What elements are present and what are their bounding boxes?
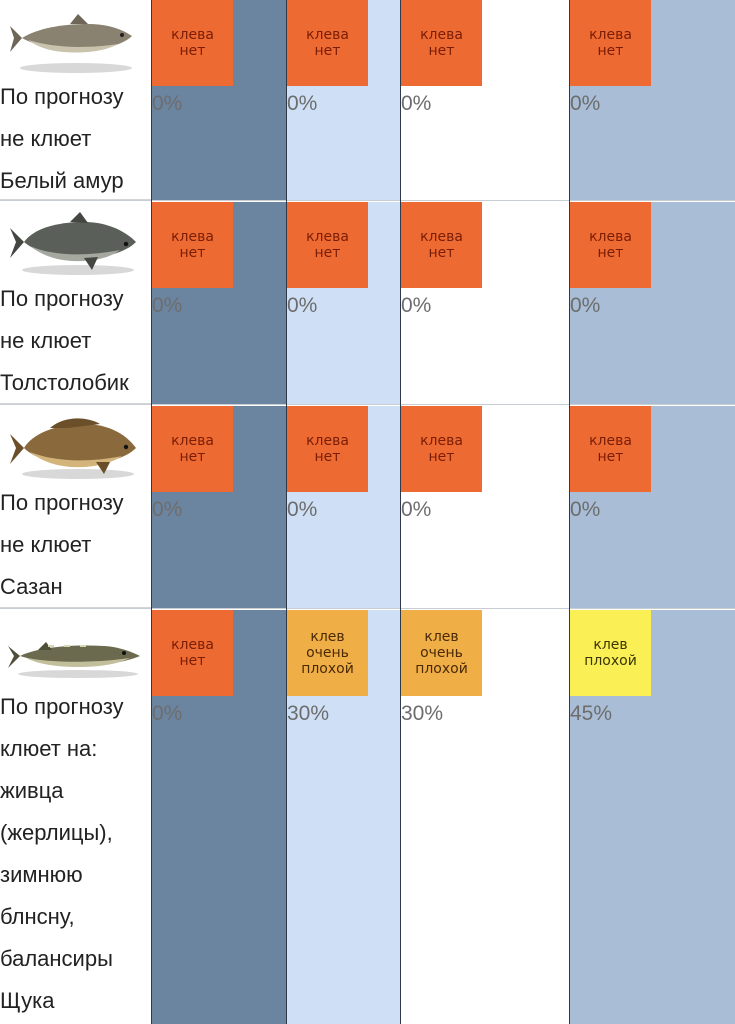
bite-badge: клева нет xyxy=(401,202,482,288)
bite-percent: 30% xyxy=(401,702,444,725)
bite-badge: клев очень плохой xyxy=(401,610,482,696)
bite-percent: 0% xyxy=(287,498,318,521)
bite-badge: клева нет xyxy=(152,406,233,492)
carp-fish-icon xyxy=(10,418,136,479)
forecast-cell: клева нет 0% xyxy=(152,406,286,608)
forecast-cell: клева нет 0% xyxy=(570,202,735,404)
forecast-text: По прогнозу не клюет Сазан xyxy=(0,482,152,608)
column-divider xyxy=(286,0,287,1024)
bite-badge: клева нет xyxy=(152,0,233,86)
forecast-cell: клева нет 0% xyxy=(152,0,286,200)
column-divider xyxy=(151,0,152,1024)
bite-percent: 0% xyxy=(401,92,432,115)
bite-percent: 0% xyxy=(152,92,183,115)
forecast-text: По прогнозу не клюет Толстолобик xyxy=(0,278,152,404)
bite-percent: 0% xyxy=(152,294,183,317)
forecast-cell: клева нет 0% xyxy=(287,202,400,404)
bite-badge: клева нет xyxy=(570,406,651,492)
bite-percent: 0% xyxy=(401,294,432,317)
forecast-cell: клева нет 0% xyxy=(570,0,735,200)
bite-badge: клев плохой xyxy=(570,610,651,696)
white-amur-fish-icon xyxy=(10,14,132,73)
forecast-text: По прогнозу не клюет Белый амур xyxy=(0,76,152,200)
bite-badge: клева нет xyxy=(570,0,651,86)
bite-badge: клева нет xyxy=(152,202,233,288)
forecast-row: По прогнозу не клюет Белый амур клева нет… xyxy=(0,0,735,200)
bite-badge: клева нет xyxy=(287,0,368,86)
bite-percent: 0% xyxy=(287,294,318,317)
forecast-row: По прогнозу не клюет Сазан клева нет 0% к… xyxy=(0,406,735,608)
forecast-cell: клева нет 0% xyxy=(287,406,400,608)
row-divider xyxy=(0,608,735,609)
forecast-cell: клев очень плохой 30% xyxy=(401,610,569,1024)
fish-name: Толстолобик xyxy=(0,370,129,395)
bite-badge: клева нет xyxy=(401,406,482,492)
bite-percent: 0% xyxy=(570,498,601,521)
fish-cell: По прогнозу клюет на: живца (жерлицы), з… xyxy=(0,610,152,1024)
bite-percent: 0% xyxy=(401,498,432,521)
forecast-cell: клева нет 0% xyxy=(401,202,569,404)
column-divider xyxy=(400,0,401,1024)
bite-percent: 0% xyxy=(570,92,601,115)
forecast-row: По прогнозу клюет на: живца (жерлицы), з… xyxy=(0,610,735,1024)
forecast-cell: клев плохой 45% xyxy=(570,610,735,1024)
bite-badge: клева нет xyxy=(401,0,482,86)
bite-percent: 30% xyxy=(287,702,330,725)
forecast-cell: клева нет 0% xyxy=(287,0,400,200)
fish-name: Сазан xyxy=(0,574,63,599)
silver-carp-fish-icon xyxy=(10,212,136,275)
fish-name: Белый амур xyxy=(0,168,124,193)
forecast-cell: клева нет 0% xyxy=(570,406,735,608)
forecast-cell: клева нет 0% xyxy=(152,202,286,404)
fish-name: Щука xyxy=(0,988,55,1013)
bite-percent: 0% xyxy=(152,498,183,521)
forecast-row: По прогнозу не клюет Толстолобик клева не… xyxy=(0,202,735,404)
bite-badge: клева нет xyxy=(152,610,233,696)
bite-badge: клев очень плохой xyxy=(287,610,368,696)
fish-cell: По прогнозу не клюет Белый амур xyxy=(0,0,152,200)
bite-percent: 0% xyxy=(152,702,183,725)
forecast-cell: клева нет 0% xyxy=(401,0,569,200)
bite-badge: клева нет xyxy=(287,406,368,492)
bite-badge: клева нет xyxy=(287,202,368,288)
column-divider xyxy=(569,0,570,1024)
forecast-cell: клева нет 0% xyxy=(152,610,286,1024)
row-divider xyxy=(0,200,735,201)
fish-cell: По прогнозу не клюет Сазан xyxy=(0,406,152,608)
forecast-cell: клева нет 0% xyxy=(401,406,569,608)
pike-fish-icon xyxy=(8,642,140,678)
forecast-text: По прогнозу клюет на: живца (жерлицы), з… xyxy=(0,686,152,1022)
fish-cell: По прогнозу не клюет Толстолобик xyxy=(0,202,152,404)
forecast-cell: клев очень плохой 30% xyxy=(287,610,400,1024)
bite-badge: клева нет xyxy=(570,202,651,288)
bite-percent: 45% xyxy=(570,702,613,725)
bite-percent: 0% xyxy=(570,294,601,317)
row-divider xyxy=(0,404,735,405)
bite-percent: 0% xyxy=(287,92,318,115)
